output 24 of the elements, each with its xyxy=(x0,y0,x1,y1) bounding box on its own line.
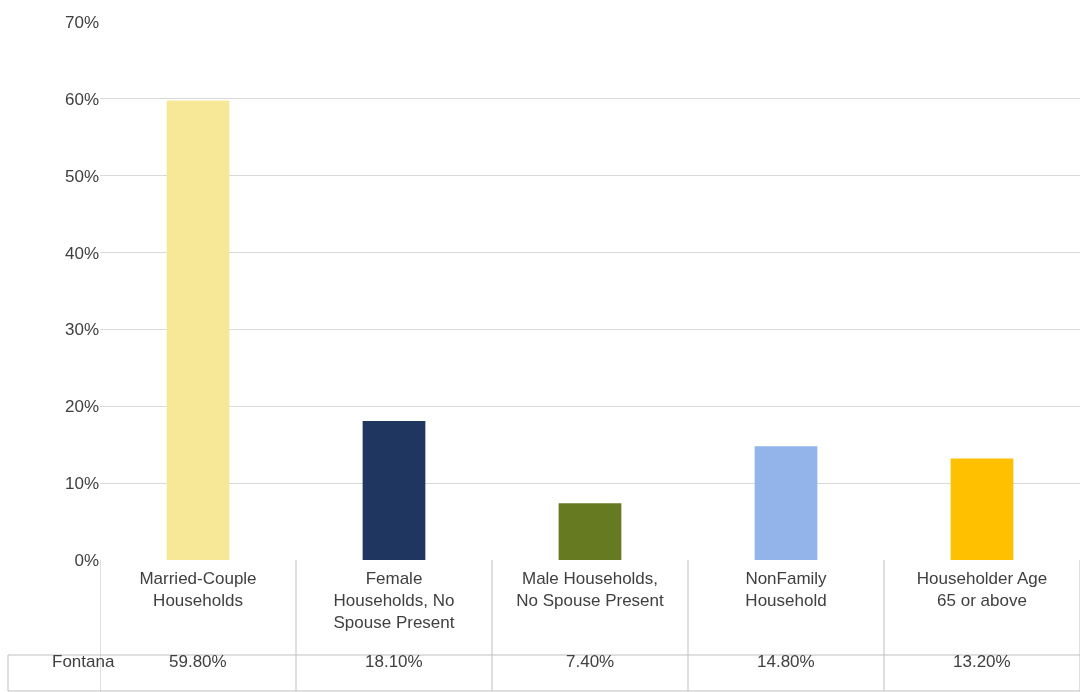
data-label: 59.80% xyxy=(169,652,227,671)
data-label: 14.80% xyxy=(757,652,815,671)
bar xyxy=(166,100,230,560)
bar xyxy=(754,446,818,560)
y-tick-label: 10% xyxy=(64,474,99,494)
y-tick-label: 0% xyxy=(74,550,99,570)
y-tick-label: 40% xyxy=(64,243,99,263)
y-tick-label: 30% xyxy=(64,320,99,340)
x-tick-label: Married-Couple Households xyxy=(139,569,257,611)
y-tick-label: 60% xyxy=(64,89,99,109)
bar xyxy=(362,420,426,560)
y-tick-label: 70% xyxy=(64,12,99,32)
x-tick-label: Householder Age 65 or above xyxy=(916,569,1048,611)
bar xyxy=(950,458,1014,560)
x-tick-label: Female Households, No Spouse Present xyxy=(333,569,455,633)
x-tick-label: NonFamily Household xyxy=(745,569,828,611)
bar xyxy=(558,503,622,560)
data-label: 7.40% xyxy=(566,652,615,671)
y-tick-label: 20% xyxy=(64,397,99,417)
text: Fontana xyxy=(52,652,115,671)
data-label: 13.20% xyxy=(953,652,1011,671)
x-tick-label: Male Households, No Spouse Present xyxy=(516,569,664,611)
data-label: 18.10% xyxy=(365,652,423,671)
y-tick-label: 50% xyxy=(64,166,99,186)
